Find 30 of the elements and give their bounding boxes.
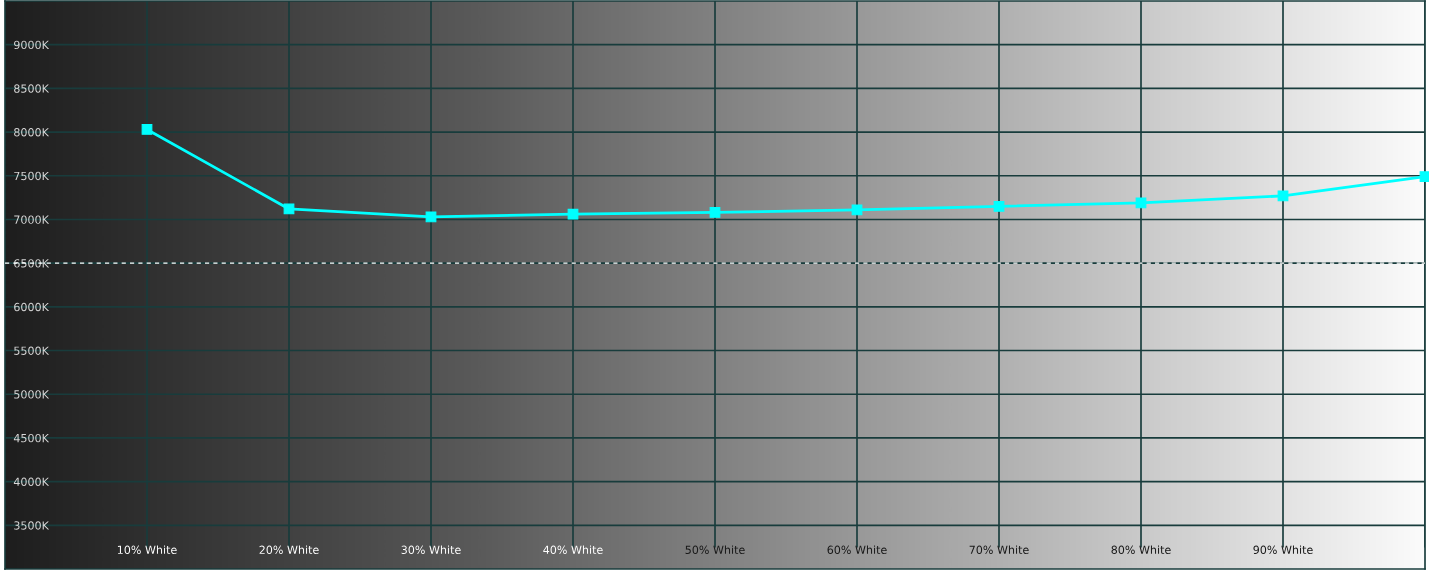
point [1135,197,1147,209]
x-tick-label: 80% White [1111,545,1171,554]
y-tick-label: 9000K [14,40,50,50]
x-tick-label: 10% White [117,545,177,554]
y-tick-label: 7000K [14,215,50,224]
y-tick-label: 8000K [14,128,50,137]
x-tick-label: 70% White [969,545,1029,554]
x-tick-label: 90% White [1253,545,1313,554]
point [567,208,579,220]
point [141,124,153,135]
y-tick-label: 4000K [13,477,50,486]
point [851,204,863,216]
y-tick-label: 4500K [13,433,50,443]
point [1277,190,1289,202]
point [709,207,721,218]
x-tick-label: 60% White [827,545,887,554]
point [1419,171,1429,183]
point [993,200,1005,212]
y-tick-label: 7500K [14,171,50,181]
y-tick-label: 6000K [14,302,50,312]
y-tick-label: 3500K [14,521,50,530]
y-tick-label: 6500K [14,259,50,268]
x-tick-label: 20% White [259,545,319,554]
y-tick-label: 8500K [14,84,50,93]
y-tick-label: 5000K [14,390,50,399]
x-tick-label: 50% White [685,545,745,554]
point [425,211,437,223]
x-tick-label: 40% White [543,545,603,554]
x-tick-label: 30% White [401,545,461,554]
y-tick-label: 5500K [14,346,50,355]
